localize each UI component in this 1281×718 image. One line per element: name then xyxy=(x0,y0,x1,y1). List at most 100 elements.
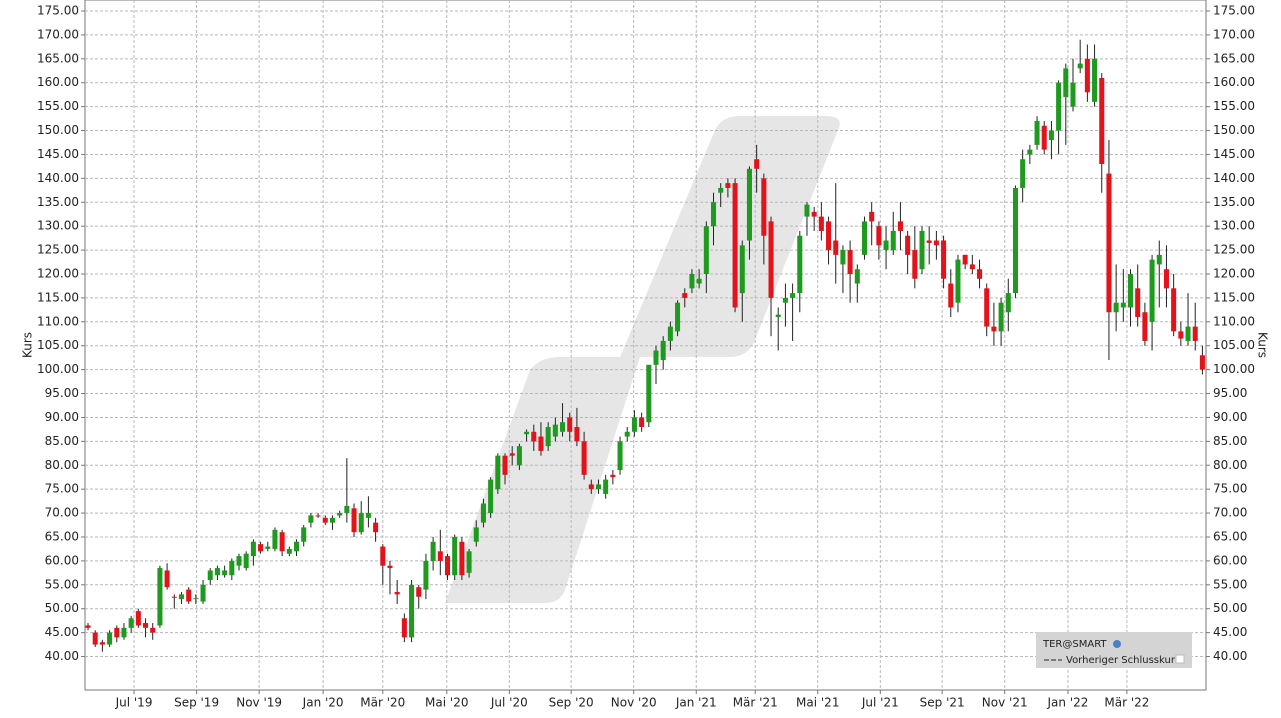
candle-body xyxy=(861,221,868,255)
candle-body xyxy=(545,427,551,447)
legend-icon xyxy=(1113,640,1121,648)
candle-body xyxy=(639,417,645,428)
legend-checkbox[interactable] xyxy=(1175,654,1185,664)
candle-body xyxy=(977,269,983,279)
candle-body xyxy=(229,560,235,576)
candle-body xyxy=(538,436,544,451)
x-tick-label: Mär '20 xyxy=(360,696,405,710)
candle-body xyxy=(1127,273,1134,308)
candle-body xyxy=(588,484,594,490)
candle-body xyxy=(128,618,134,628)
watermark xyxy=(445,116,840,603)
candle-body xyxy=(92,632,98,645)
y-tick-label: 170.00 xyxy=(37,27,79,41)
candle-body xyxy=(531,431,537,442)
candle-body xyxy=(1199,355,1205,370)
y-tick-label: 65.00 xyxy=(45,529,79,543)
candle-body xyxy=(294,541,300,552)
candle-body xyxy=(509,453,515,456)
y2-tick-label: 135.00 xyxy=(1213,195,1255,209)
candle-body xyxy=(222,570,228,576)
x-tick-label: Mai '20 xyxy=(425,696,468,710)
y-tick-label: 120.00 xyxy=(37,266,79,280)
y-tick-label: 55.00 xyxy=(45,577,79,591)
y2-axis-title: Kurs xyxy=(1256,332,1270,358)
candle-body xyxy=(85,625,91,628)
candle-body xyxy=(905,235,911,255)
candle-body xyxy=(214,568,220,576)
y-tick-label: 125.00 xyxy=(37,243,79,257)
candle-body xyxy=(1192,326,1198,341)
candle-body xyxy=(768,221,774,298)
candle-body xyxy=(912,250,918,279)
candle-body xyxy=(437,551,443,561)
y2-tick-label: 175.00 xyxy=(1213,3,1255,17)
x-tick-label: Jul '20 xyxy=(490,696,528,710)
y2-tick-label: 40.00 xyxy=(1213,649,1247,663)
candle-body xyxy=(495,455,501,490)
candle-body xyxy=(689,273,695,289)
candle-body xyxy=(178,594,185,600)
y-tick-label: 150.00 xyxy=(37,123,79,137)
candle-body xyxy=(329,517,335,523)
candle-body xyxy=(818,216,824,231)
candle-body xyxy=(897,221,903,231)
y-tick-label: 130.00 xyxy=(37,219,79,233)
y-tick-label: 140.00 xyxy=(37,171,79,185)
candle-body xyxy=(775,314,781,318)
candle-body xyxy=(617,441,623,471)
candle-body xyxy=(675,302,681,332)
candle-body xyxy=(984,288,990,327)
candle-body xyxy=(624,431,630,437)
y2-tick-label: 55.00 xyxy=(1213,577,1247,591)
candle-body xyxy=(797,235,803,294)
y2-tick-label: 120.00 xyxy=(1213,266,1255,280)
y-tick-label: 60.00 xyxy=(45,553,79,567)
candle-body xyxy=(653,350,659,365)
x-tick-label: Sep '19 xyxy=(174,696,219,710)
candle-body xyxy=(1027,149,1033,155)
candle-body xyxy=(1077,63,1083,69)
candle-body xyxy=(991,326,997,332)
y-tick-label: 85.00 xyxy=(45,434,79,448)
candle-body xyxy=(919,230,925,270)
y2-tick-label: 115.00 xyxy=(1213,290,1255,304)
y-axis-title: Kurs xyxy=(21,332,35,358)
candle-body xyxy=(890,230,896,251)
candle-body xyxy=(193,598,199,600)
candle-body xyxy=(337,513,343,516)
y2-tick-label: 65.00 xyxy=(1213,529,1247,543)
y-tick-label: 160.00 xyxy=(37,75,79,89)
candle-body xyxy=(1034,120,1040,145)
y-tick-label: 135.00 xyxy=(37,195,79,209)
candle-body xyxy=(969,264,975,270)
candle-body xyxy=(344,505,350,514)
y2-tick-label: 165.00 xyxy=(1213,51,1255,65)
x-tick-label: Nov '19 xyxy=(236,696,282,710)
candle-body xyxy=(358,513,364,533)
candle-body xyxy=(365,513,371,518)
candle-body xyxy=(466,551,472,573)
candle-body xyxy=(1178,331,1184,339)
candle-body xyxy=(854,269,860,284)
candle-body xyxy=(811,211,817,217)
candle-body xyxy=(1012,187,1018,294)
candle-body xyxy=(567,417,573,432)
y-tick-label: 80.00 xyxy=(45,458,79,472)
candle-body xyxy=(1063,68,1069,98)
y2-tick-label: 45.00 xyxy=(1213,625,1247,639)
y2-tick-label: 155.00 xyxy=(1213,99,1255,113)
candle-body xyxy=(1120,302,1126,308)
candle-body xyxy=(552,424,558,437)
candle-body xyxy=(121,627,127,638)
candle-body xyxy=(401,618,407,638)
candle-body xyxy=(703,226,709,274)
candle-body xyxy=(660,340,666,361)
candle-body xyxy=(631,417,637,432)
candle-body xyxy=(869,211,875,222)
candle-body xyxy=(581,441,587,475)
candle-body xyxy=(315,515,321,517)
candle-body xyxy=(1135,288,1141,318)
candle-body xyxy=(941,240,947,279)
candle-body xyxy=(135,611,141,626)
